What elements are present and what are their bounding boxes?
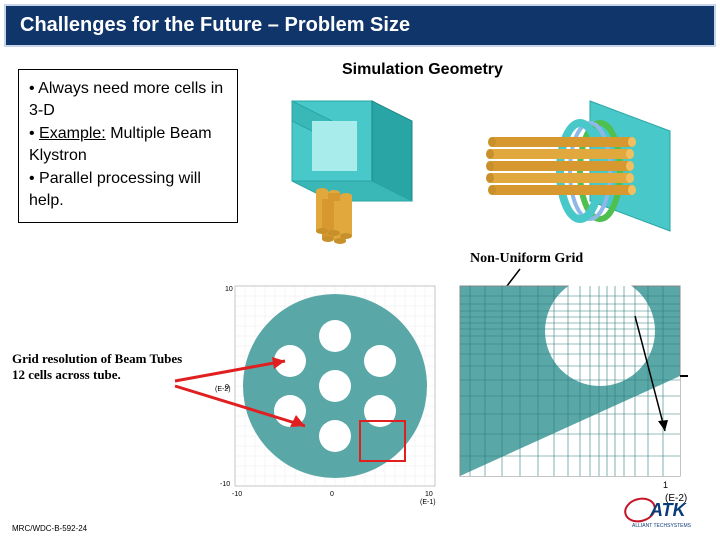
footer-id: MRC/WDC-B-592-24 [12, 524, 87, 533]
title-bar: Challenges for the Future – Problem Size [4, 4, 716, 47]
simulation-diagram-1 [262, 91, 462, 251]
bullet-item: • Example: Multiple Beam Klystron [29, 123, 227, 166]
bullet-text: Always need more cells in 3-D [29, 80, 223, 119]
grid-res-arrow-icon [170, 371, 320, 441]
bullet-example: Example: [39, 125, 106, 142]
bullet-box: • Always need more cells in 3-D • Exampl… [18, 69, 238, 223]
axis-label: (E-1) [420, 499, 436, 506]
nonuniform-grid-chart: 1 (E-2) [450, 276, 700, 506]
simulation-diagram-2 [470, 91, 700, 261]
logo-subtext: ALLIANT TECHSYSTEMS [632, 523, 692, 529]
page-title: Challenges for the Future – Problem Size [20, 14, 700, 37]
svg-text:-10: -10 [220, 481, 230, 488]
bullet-text: Parallel processing will help. [29, 170, 201, 209]
svg-text:-10: -10 [232, 491, 242, 498]
bullet-item: • Always need more cells in 3-D [29, 78, 227, 121]
svg-text:10: 10 [225, 286, 233, 293]
simulation-title: Simulation Geometry [342, 61, 503, 79]
content-area: • Always need more cells in 3-D • Exampl… [0, 51, 720, 543]
logo-text: ATK [649, 500, 688, 520]
atk-logo: ATK ALLIANT TECHSYSTEMS [624, 496, 706, 535]
axis-tick: 1 [663, 480, 668, 490]
svg-text:0: 0 [330, 491, 334, 498]
svg-text:10: 10 [425, 491, 433, 498]
bullet-item: • Parallel processing will help. [29, 168, 227, 211]
